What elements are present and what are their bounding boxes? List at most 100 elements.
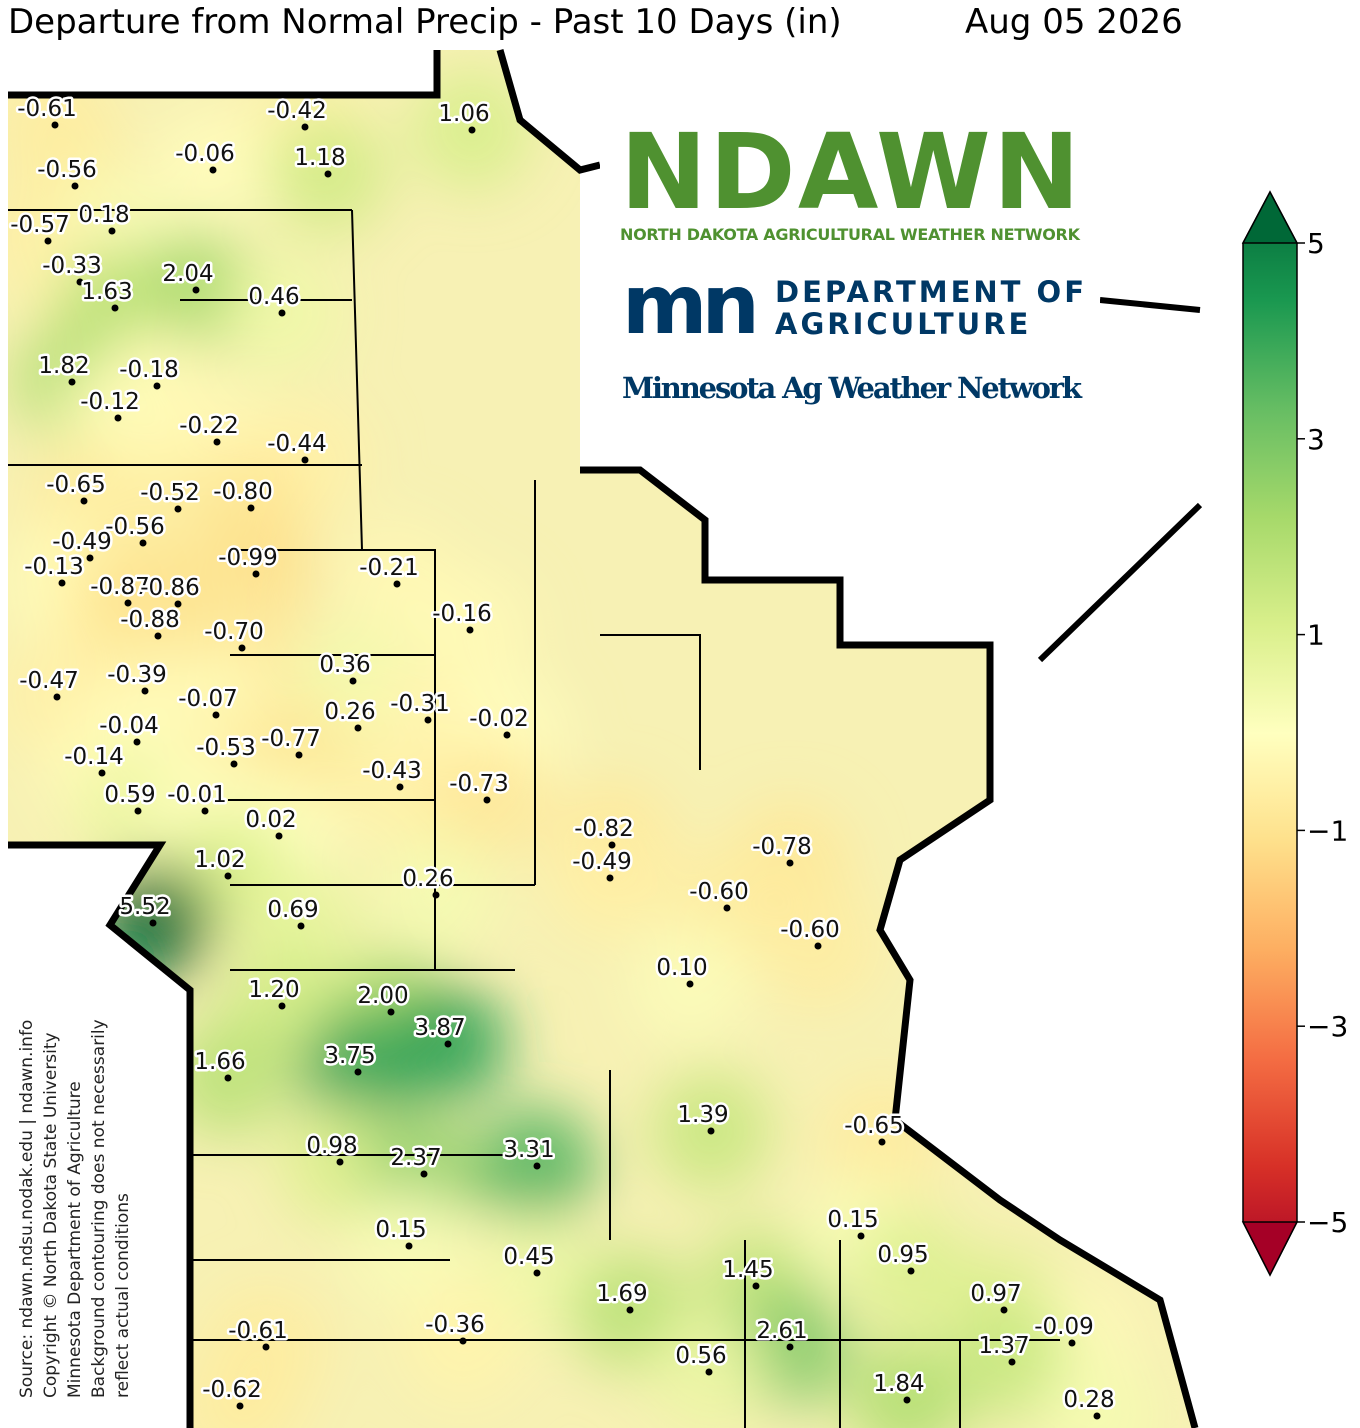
station-dot [444,1040,452,1048]
station-label: 1.06 [438,101,489,127]
station-label: 0.69 [267,897,318,923]
station-label: 0.02 [245,807,296,833]
station-label: 3.75 [324,1043,375,1069]
source-line: Source: ndawn.ndsu.nodak.edu | ndawn.inf… [17,1020,37,1398]
station-dot [58,579,66,587]
colorbar-tick-label: 1 [1307,619,1325,652]
station-dot [705,1368,713,1376]
station-dot [108,227,116,235]
shoreline [1037,297,1203,663]
station-dot [432,891,440,899]
station-label: 0.59 [104,782,155,808]
station-label: -0.65 [844,1113,904,1139]
station-dot [533,1269,541,1277]
station-dot [76,278,84,286]
station-dot [301,456,309,464]
station-label: -0.73 [449,771,509,797]
station-label: -0.99 [218,545,278,571]
station-dot [133,738,141,746]
station-dot [608,841,616,849]
station-dot [201,807,209,815]
station-dot [393,580,401,588]
station-dot [533,1162,541,1170]
station-label: -0.57 [10,212,70,238]
station-dot [354,724,362,732]
station-label: -0.56 [105,514,165,540]
station-label: -0.31 [390,691,450,717]
station-label: -0.42 [267,98,327,124]
station-dot [903,1396,911,1404]
station-dot [814,942,822,950]
station-label: 0.97 [970,1281,1021,1307]
source-note: Source: ndawn.ndsu.nodak.edu | ndawn.inf… [17,1019,133,1398]
station-label: -0.49 [52,529,112,555]
station-label: 1.82 [38,353,89,379]
station-dot [262,1343,270,1351]
station-dot [295,751,303,759]
station-label: -0.12 [80,389,140,415]
dept-line1: DEPARTMENT OF [775,275,1087,309]
station-dot [349,677,357,685]
station-dot [247,504,255,512]
station-label: 0.26 [402,866,453,892]
station-label: 2.61 [756,1318,807,1344]
station-dot [420,1170,428,1178]
station-label: -0.86 [140,575,200,601]
station-dot [297,922,305,930]
station-label: 0.36 [319,652,370,678]
colorbar: 5 3 1 −1 −3 −5 [1241,190,1348,1277]
station-label: -0.60 [689,879,749,905]
station-label: -0.87 [90,574,150,600]
station-dot [324,170,332,178]
station-dot [405,1242,413,1250]
station-label: -0.80 [213,479,273,505]
station-label: 1.18 [294,145,345,171]
station-dot [68,378,76,386]
station-label: 1.37 [978,1333,1029,1359]
station-dot [213,438,221,446]
station-label: 2.04 [162,261,213,287]
station-dot [86,554,94,562]
station-dot [336,1158,344,1166]
source-line: reflect actual conditions [113,1193,133,1398]
station-label: -0.16 [432,601,492,627]
logo-panel [600,100,1100,440]
station-dot [174,505,182,513]
station-label: 3.31 [503,1137,554,1163]
station-label: 1.20 [248,977,299,1003]
station-dot [149,919,157,927]
station-label: -0.62 [202,1377,262,1403]
station-dot [124,599,132,607]
station-label: 1.39 [677,1102,728,1128]
station-dot [44,237,52,245]
station-dot [857,1232,865,1240]
station-label: 0.28 [1063,1387,1114,1413]
station-label: 0.10 [656,955,707,981]
station-label: 1.66 [194,1049,245,1075]
station-dot [907,1267,915,1275]
source-line: Background contouring does not necessari… [89,1019,109,1398]
station-dot [236,1402,244,1410]
county-lines [8,209,1060,1428]
station-dot [503,731,511,739]
station-label: 1.84 [873,1371,924,1397]
station-dot [71,182,79,190]
source-line: Minnesota Department of Agriculture [65,1081,85,1398]
state-border [8,49,1199,1428]
station-dot [141,687,149,695]
station-dot [752,1282,760,1290]
station-label: -0.43 [362,758,422,784]
station-label: -0.60 [780,917,840,943]
station-dot [98,769,106,777]
station-dot [278,309,286,317]
station-label: -0.52 [140,480,200,506]
station-label: 0.15 [827,1207,878,1233]
station-dot [606,874,614,882]
station-dot [387,1008,395,1016]
colorbar-tick-label: −3 [1307,1010,1348,1043]
stations: -0.61 -0.42 1.06 -0.06 1.18 -0.56 -0.57 0.18 -0.… [8,94,1117,1420]
station-dot [53,693,61,701]
station-label: 0.15 [375,1217,426,1243]
station-dot [111,304,119,312]
station-dot [723,904,731,912]
